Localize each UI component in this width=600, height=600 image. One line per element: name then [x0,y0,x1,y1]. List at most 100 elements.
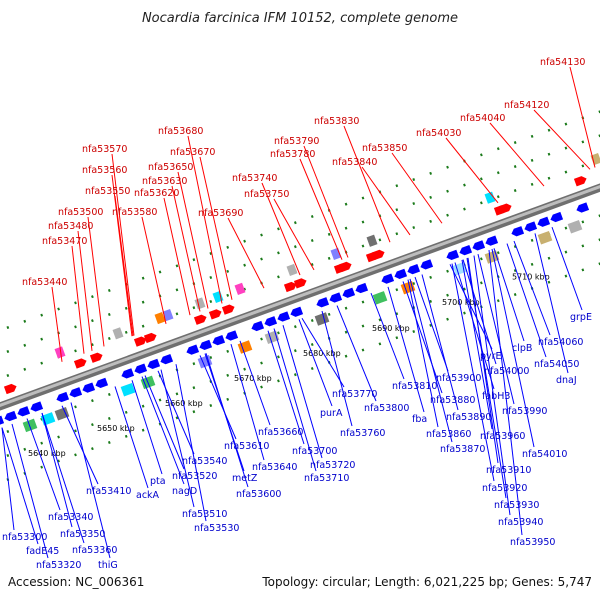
reverse-gene-arrow-shape [329,292,343,303]
reverse-label-leader [387,286,425,413]
reverse-gene-label: nfa53410 [86,486,131,497]
reverse-label-leader [488,250,523,536]
reverse-label-leader [1,427,15,531]
forward-gene-box-shape [234,282,246,295]
reverse-gene-arrow-shape [355,282,369,294]
forward-gene-box [286,263,298,276]
forward-gene-label: nfa54030 [416,128,461,139]
grid-line [0,238,600,460]
scale-tick-label: 5710 kbp [512,273,550,282]
forward-label-leader [187,135,223,304]
forward-gene-arrow [283,281,297,293]
reverse-gene-arrow [264,316,278,327]
reverse-gene-arrow-shape [56,391,70,403]
forward-label-leader [361,166,411,236]
reverse-gene-label: nfa53800 [364,403,409,414]
reverse-gene-arrow-shape [264,316,278,327]
reverse-gene-arrow [0,415,5,426]
reverse-label-leader [513,240,551,336]
reverse-gene-label: grpE [570,312,592,323]
reverse-gene-arrow [277,311,291,322]
reverse-gene-arrow-shape [95,377,109,388]
reverse-gene-arrow [147,358,161,370]
forward-gene-arrow-shape [371,249,385,261]
gene-labels: nfa53440 nfa53470 nfa53480 nfa53500 nfa53550… [2,57,592,571]
reverse-gene-arrow [316,297,330,308]
accession-text: Accession: NC_006361 [8,575,144,589]
reverse-label-leader [506,243,547,358]
reverse-gene-arrow [4,410,18,422]
reverse-label-leader [336,305,377,402]
reverse-gene-arrow-shape [17,406,31,417]
forward-gene-box [154,311,166,325]
forward-gene-arrow [293,278,307,289]
scale-tick-label: 5650 kbp [97,424,135,433]
forward-gene-arrow [73,358,87,369]
reverse-gene-arrow [95,377,109,388]
reverse-gene-arrow [420,259,434,270]
reverse-label-leader [461,259,493,430]
reverse-gene-arrow [394,268,408,279]
reverse-gene-box-shape [537,230,553,245]
reverse-label-leader [551,226,583,311]
forward-label-leader [299,158,343,260]
forward-label-leader [163,197,191,316]
reverse-gene-label: pta [150,476,166,487]
reverse-gene-box-shape [372,291,388,305]
reverse-label-leader [534,233,569,374]
reverse-gene-label: nfa53720 [310,460,355,471]
forward-label-leader [445,137,499,204]
reverse-gene-box [567,220,583,234]
reverse-gene-box-shape [567,220,583,234]
forward-gene-arrow [371,249,385,261]
reverse-gene-arrow [550,211,564,223]
reverse-label-leader [402,281,443,394]
reverse-gene-box [120,382,136,397]
forward-gene-label: nfa53500 [58,207,103,218]
reverse-gene-label: nfa53870 [440,444,485,455]
reverse-label-leader [273,328,317,472]
reverse-gene-label: nfa53900 [436,373,481,384]
reverse-gene-label: fba [412,414,427,425]
reverse-gene-arrow-shape [277,311,291,322]
reverse-gene-arrow-shape [537,216,551,227]
forward-gene-label: nfa53830 [314,116,359,127]
forward-gene-label: nfa53750 [244,189,289,200]
grid-line [0,262,600,484]
reverse-label-leader [421,274,459,411]
reverse-gene-arrow [30,401,44,412]
forward-gene-label: nfa54130 [540,57,585,68]
forward-gene-box [212,290,224,303]
forward-gene-box-shape [154,311,166,325]
forward-label-leader [303,145,349,258]
forward-gene-box [54,346,66,359]
forward-gene-label: nfa53650 [148,162,193,173]
reverse-label-leader [239,340,271,426]
forward-gene-arrow [3,383,17,395]
reverse-gene-arrow-shape [394,268,408,279]
summary-text: Topology: circular; Length: 6,021,225 bp… [261,575,592,589]
forward-gene-arrow [133,336,147,347]
scale-tick-label: 5690 kbp [372,324,410,333]
forward-label-leader [569,66,596,168]
reverse-gene-box-shape [54,407,70,421]
reverse-gene-arrow-shape [4,410,18,422]
reverse-gene-label: clpB [512,343,532,354]
reverse-gene-arrow [524,221,538,232]
reverse-gene-label: metZ [232,473,258,484]
reverse-label-leader [160,369,195,508]
forward-gene-label: nfa53670 [170,147,215,158]
forward-gene-label: nfa53560 [82,165,127,176]
reverse-gene-arrow-shape [30,401,44,412]
reverse-gene-arrow [160,354,174,365]
reverse-label-leader [41,412,85,544]
reverse-gene-label: nfa54010 [522,449,567,460]
reverse-gene-label: nfa53350 [60,529,105,540]
scale-tick-label: 5670 kbp [234,374,272,383]
reverse-gene-label: nfa53810 [392,381,437,392]
forward-gene-box [112,327,124,340]
reverse-gene-arrow [199,339,213,351]
map-title: Nocardia farcinica IFM 10152, complete g… [142,11,458,26]
